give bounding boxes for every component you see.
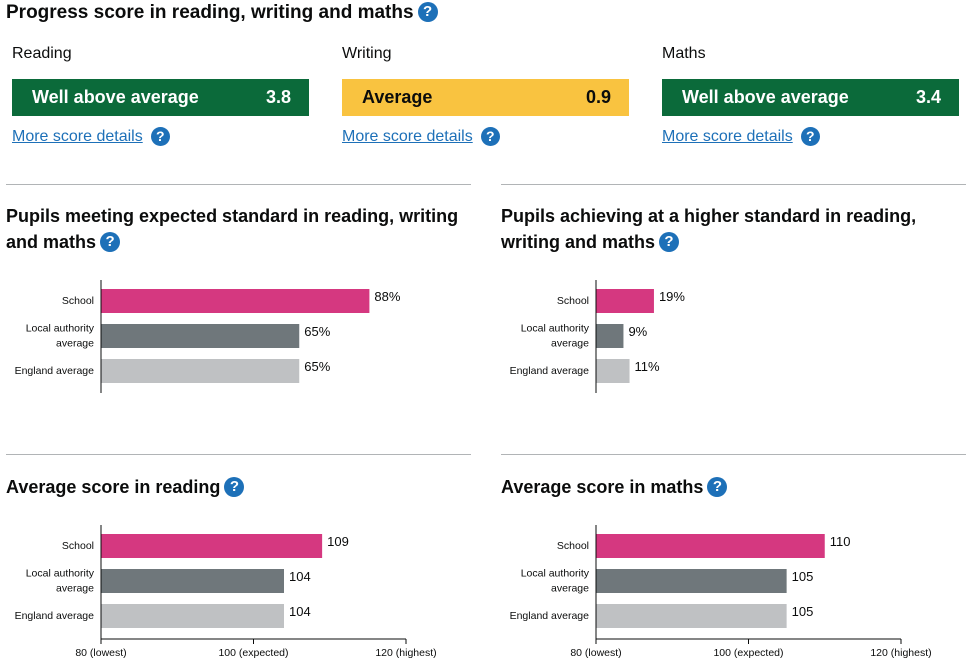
category-label: Local authority [521, 323, 590, 335]
score-badge: Well above average 3.8 [12, 79, 309, 116]
chart-title-expected-standard: Pupils meeting expected standard in read… [6, 203, 471, 255]
progress-writing: Writing Average 0.9 More score details ? [342, 45, 629, 146]
score-value: 3.8 [265, 87, 291, 107]
category-label: England average [15, 365, 95, 377]
category-label: average [551, 338, 589, 350]
help-icon[interactable]: ? [100, 232, 121, 252]
chart-title-text: Average score in reading [6, 477, 221, 497]
bar-england [101, 604, 284, 628]
category-label: England average [510, 610, 590, 622]
bar-school [596, 289, 654, 313]
tick-label: 80 (lowest) [570, 647, 621, 659]
data-label: 65% [304, 324, 330, 339]
data-label: 19% [659, 289, 685, 304]
category-label: Local authority [26, 568, 95, 580]
category-label: England average [510, 365, 590, 377]
bar-local-authority [101, 324, 300, 348]
chart-title-text: Pupils meeting expected standard in read… [6, 206, 459, 252]
subject-label: Maths [662, 45, 706, 62]
bar-england [101, 359, 300, 383]
chart-title-reading-score: Average score in reading? [6, 474, 471, 500]
progress-reading: Reading Well above average 3.8 More scor… [12, 45, 309, 146]
data-label: 9% [628, 324, 647, 339]
score-band: Average [362, 87, 433, 107]
more-score-details: More score details ? [342, 127, 629, 146]
bar-school [101, 289, 370, 313]
score-badge: Average 0.9 [342, 79, 629, 116]
category-label: School [62, 295, 94, 307]
more-score-details-link[interactable]: More score details [12, 127, 143, 145]
data-label: 110 [830, 534, 851, 549]
bar-school [101, 534, 323, 558]
help-icon[interactable]: ? [417, 2, 438, 22]
section-divider [6, 454, 471, 455]
score-value: 3.4 [915, 87, 941, 107]
page-title: Progress score in reading, writing and m… [6, 2, 438, 24]
bar-england [596, 359, 630, 383]
help-icon[interactable]: ? [224, 477, 245, 497]
subject-label: Writing [342, 45, 392, 62]
category-label: School [557, 540, 589, 552]
progress-maths: Maths Well above average 3.4 More score … [662, 45, 959, 146]
chart-higher-standard: 19% School 9% Local authority average 11% Engl… [510, 280, 685, 393]
chart-expected-standard: 88% School 65% Local authority average 65% Eng… [15, 280, 401, 393]
help-icon[interactable]: ? [480, 127, 500, 146]
chart-title-higher-standard: Pupils achieving at a higher standard in… [501, 203, 921, 255]
section-divider [6, 184, 471, 185]
help-icon[interactable]: ? [150, 127, 170, 146]
chart-title-text: Average score in maths [501, 477, 704, 497]
more-score-details: More score details ? [662, 127, 959, 146]
category-label: School [62, 540, 94, 552]
data-label: 105 [792, 569, 814, 584]
bar-school [596, 534, 825, 558]
data-label: 109 [327, 534, 349, 549]
bar-local-authority [101, 569, 284, 593]
data-label: 104 [289, 569, 311, 584]
chart-title-text: Pupils achieving at a higher standard in… [501, 206, 917, 252]
tick-label: 120 (highest) [870, 647, 931, 659]
score-value: 0.9 [585, 87, 611, 107]
data-label: 88% [374, 289, 400, 304]
more-score-details: More score details ? [12, 127, 309, 146]
category-label: Local authority [521, 568, 590, 580]
category-label: England average [15, 610, 95, 622]
chart-title-maths-score: Average score in maths? [501, 474, 966, 500]
more-score-details-link[interactable]: More score details [342, 127, 473, 145]
help-icon[interactable]: ? [707, 477, 728, 497]
tick-label: 100 (expected) [713, 647, 783, 659]
tick-label: 120 (highest) [375, 647, 436, 659]
data-label: 105 [792, 604, 814, 619]
score-badge: Well above average 3.4 [662, 79, 959, 116]
help-icon[interactable]: ? [800, 127, 820, 146]
category-label: average [56, 583, 94, 595]
chart-reading-score: 109 School 104 Local authority average 104 Eng… [15, 525, 437, 659]
page-title-text: Progress score in reading, writing and m… [6, 2, 414, 23]
data-label: 104 [289, 604, 311, 619]
category-label: Local authority [26, 323, 95, 335]
category-label: average [551, 583, 589, 595]
help-icon[interactable]: ? [659, 232, 680, 252]
score-band: Well above average [32, 87, 199, 107]
bar-local-authority [596, 569, 787, 593]
score-band: Well above average [682, 87, 849, 107]
category-label: average [56, 338, 94, 350]
tick-label: 80 (lowest) [75, 647, 126, 659]
subject-label: Reading [12, 45, 72, 62]
section-divider [501, 184, 966, 185]
tick-label: 100 (expected) [218, 647, 288, 659]
more-score-details-link[interactable]: More score details [662, 127, 793, 145]
category-label: School [557, 295, 589, 307]
data-label: 65% [304, 359, 330, 374]
bar-local-authority [596, 324, 624, 348]
data-label: 11% [635, 359, 660, 374]
section-divider [501, 454, 966, 455]
chart-maths-score: 110 School 105 Local authority average 105 Eng… [510, 525, 932, 659]
bar-england [596, 604, 787, 628]
